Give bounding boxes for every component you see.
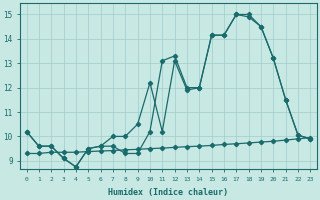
X-axis label: Humidex (Indice chaleur): Humidex (Indice chaleur) (108, 188, 228, 197)
